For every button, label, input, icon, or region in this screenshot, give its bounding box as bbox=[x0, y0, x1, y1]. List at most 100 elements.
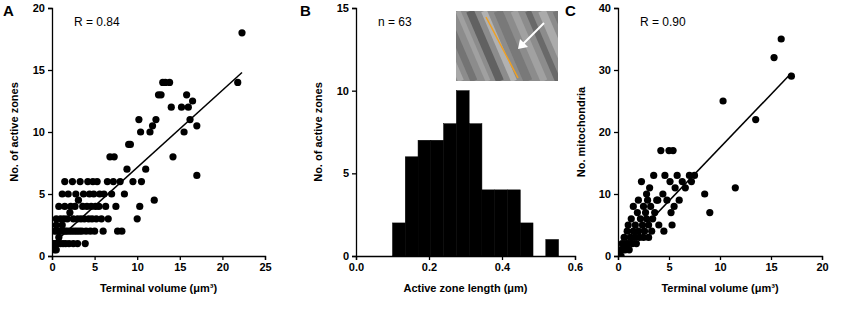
histogram-bar bbox=[431, 140, 444, 256]
scatter-point bbox=[69, 178, 76, 185]
x-axis-line bbox=[619, 257, 823, 261]
scatter-point bbox=[138, 178, 145, 185]
scatter-point bbox=[98, 215, 105, 222]
scatter-point bbox=[628, 215, 635, 222]
histogram-bar bbox=[495, 190, 508, 256]
y-tick-mark bbox=[352, 91, 356, 92]
x-tick-mark bbox=[720, 256, 721, 260]
scatter-point bbox=[53, 246, 60, 253]
y-tick-mark bbox=[48, 70, 52, 71]
histogram-bar bbox=[418, 140, 431, 256]
x-tick: 0.4 bbox=[495, 256, 511, 273]
figure: 051015202505101520ATerminal volume (μm³)… bbox=[0, 0, 850, 312]
scatter-point bbox=[74, 240, 81, 247]
y-tick: 0 bbox=[343, 250, 356, 262]
panel: 051015202505101520ATerminal volume (μm³)… bbox=[3, 2, 272, 294]
y-tick-label: 0 bbox=[39, 250, 45, 262]
y-tick-mark bbox=[614, 132, 618, 133]
x-tick: 15 bbox=[765, 256, 777, 273]
y-axis-line bbox=[352, 9, 357, 257]
y-axis: 0 5 10 15 bbox=[337, 2, 357, 262]
histogram-bar bbox=[482, 190, 495, 256]
y-tick-mark bbox=[48, 8, 52, 9]
y-tick-mark bbox=[48, 194, 52, 195]
scatter-point bbox=[732, 184, 739, 191]
x-tick: 0.0 bbox=[349, 256, 364, 273]
scatter-point bbox=[193, 122, 200, 129]
scatter-point bbox=[647, 203, 654, 210]
scatter-point bbox=[719, 97, 726, 104]
scatter-point bbox=[635, 197, 642, 204]
scatter-point bbox=[123, 166, 130, 173]
scatter-point bbox=[127, 141, 134, 148]
x-tick-mark bbox=[575, 256, 576, 260]
scatter-point bbox=[129, 178, 136, 185]
scatter-point bbox=[77, 178, 84, 185]
y-tick: 10 bbox=[599, 188, 618, 200]
scatter-point bbox=[676, 197, 683, 204]
y-tick-label: 20 bbox=[33, 2, 45, 14]
y-tick: 10 bbox=[33, 126, 52, 138]
scatter-point bbox=[648, 228, 655, 235]
plot-marks bbox=[393, 91, 559, 256]
inset-texture bbox=[514, 11, 544, 81]
y-tick-label: 10 bbox=[33, 126, 45, 138]
scatter-point bbox=[654, 197, 661, 204]
scatter-point bbox=[61, 178, 68, 185]
x-tick-label: 15 bbox=[174, 261, 186, 273]
x-tick-label: 10 bbox=[714, 261, 726, 273]
x-tick-mark bbox=[137, 256, 138, 260]
inset-arrow-head bbox=[518, 39, 528, 49]
y-tick-label: 5 bbox=[343, 167, 349, 179]
scatter-point bbox=[72, 190, 79, 197]
histogram-bar bbox=[520, 223, 533, 256]
scatter-point bbox=[633, 240, 640, 247]
scatter-point bbox=[142, 166, 149, 173]
x-axis-line bbox=[53, 257, 266, 261]
scatter-point bbox=[183, 91, 190, 98]
scatter-point bbox=[682, 184, 689, 191]
y-axis-title: No. mitochondria bbox=[575, 86, 587, 177]
plot-marks bbox=[52, 29, 246, 253]
histogram-bar bbox=[393, 223, 406, 256]
y-tick-label: 10 bbox=[337, 85, 349, 97]
x-tick: 0 bbox=[615, 256, 621, 273]
x-axis: 05101520 bbox=[615, 256, 828, 273]
panel: 0.00.20.40.6051015BActive zone length (μ… bbox=[300, 2, 586, 294]
annotation: n = 63 bbox=[378, 15, 412, 29]
y-tick-mark bbox=[352, 8, 356, 9]
x-tick-label: 0 bbox=[615, 261, 621, 273]
x-tick-label: 0.4 bbox=[495, 261, 511, 273]
scatter-point bbox=[82, 240, 89, 247]
plot-marks bbox=[618, 35, 795, 256]
panel-letter: A bbox=[3, 2, 14, 19]
scatter-point bbox=[630, 203, 637, 210]
histogram-bar bbox=[469, 124, 482, 256]
scatter-point bbox=[706, 209, 713, 216]
y-tick-mark bbox=[614, 256, 618, 257]
y-tick: 10 bbox=[337, 85, 356, 97]
scatter-point bbox=[59, 221, 66, 228]
histogram-bar bbox=[444, 124, 457, 256]
inset-texture bbox=[498, 11, 528, 81]
scatter-point bbox=[135, 116, 142, 123]
inset-image bbox=[416, 11, 586, 81]
x-tick-label: 0.6 bbox=[568, 261, 583, 273]
y-tick: 20 bbox=[33, 2, 52, 14]
scatter-point bbox=[100, 228, 107, 235]
scatter-point bbox=[151, 197, 158, 204]
scatter-point bbox=[657, 147, 664, 154]
y-tick-label: 15 bbox=[337, 2, 349, 14]
scatter-point bbox=[669, 147, 676, 154]
x-tick-mark bbox=[429, 256, 430, 260]
y-tick-mark bbox=[614, 194, 618, 195]
x-tick-label: 0.0 bbox=[349, 261, 364, 273]
scatter-point bbox=[634, 209, 641, 216]
scatter-point bbox=[65, 190, 72, 197]
scatter-point bbox=[660, 228, 667, 235]
y-tick-label: 0 bbox=[605, 250, 611, 262]
scatter-point bbox=[100, 190, 107, 197]
scatter-point bbox=[674, 172, 681, 179]
y-tick-label: 0 bbox=[343, 250, 349, 262]
y-tick: 15 bbox=[337, 2, 356, 14]
